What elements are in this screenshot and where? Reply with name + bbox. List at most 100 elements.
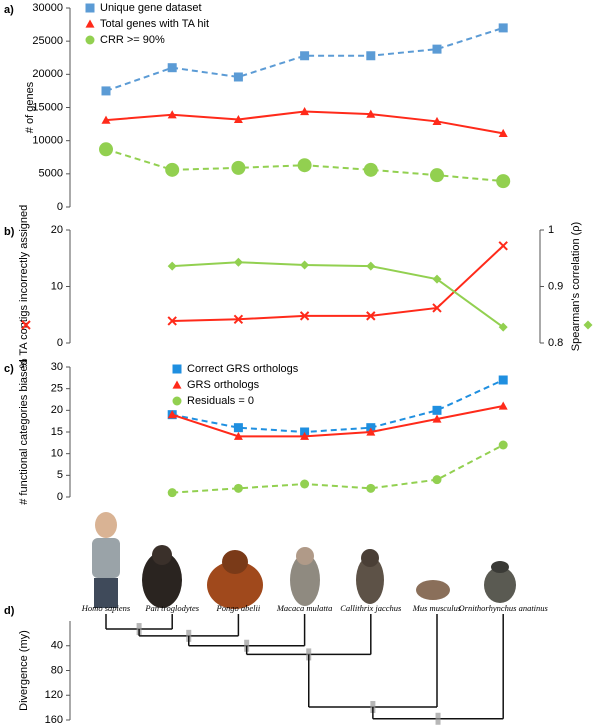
y-tick-label: 15 [51,426,63,438]
y-tick-label: 10 [51,448,63,460]
marker [231,160,246,175]
legend-label: CRR >= 90% [100,34,165,46]
marker [300,51,310,61]
marker [432,405,442,415]
marker [432,116,442,126]
marker [167,63,177,73]
series-line [172,261,504,328]
marker [167,410,177,419]
marker [233,483,243,493]
leaf-label: Homo sapiens [81,603,131,613]
y2-tick-label: 0.9 [548,280,563,292]
leaf-label: Pan troglodytes [144,603,199,613]
marker [583,320,593,330]
series-line [172,379,504,434]
marker [366,427,376,436]
y-tick-label: 5000 [39,168,63,180]
marker [432,44,442,54]
marker [165,162,180,177]
y-axis-label: # of genes [24,81,36,133]
y-axis-label: Divergence (my) [18,630,30,711]
marker [233,431,243,440]
marker [300,106,310,116]
leaf-label: Macaca mulatta [276,603,332,613]
marker [366,109,376,118]
series-line [171,405,504,438]
marker [498,23,508,33]
marker [172,380,182,389]
marker [498,375,508,385]
y-tick-label: 10000 [32,135,63,147]
y-tick-label: 80 [51,664,63,676]
y-tick-label: 160 [45,714,63,726]
series-line [172,444,504,494]
marker [85,3,95,13]
marker [366,483,376,493]
series-line [172,245,504,322]
leaf-label: Mus musculus [412,603,462,613]
marker [363,162,378,177]
y-tick-label: 5 [57,469,63,481]
y-tick-label: 25 [51,383,63,395]
marker [172,396,182,406]
y-axis-label: # functional categories biased [18,359,30,505]
y-tick-label: 10 [51,280,63,292]
marker [172,364,182,374]
panel-label: d) [4,605,15,617]
y-tick-label: 0 [57,491,63,503]
y-tick-label: 15000 [32,101,63,113]
marker [366,261,376,271]
marker [498,241,508,251]
marker [432,414,442,423]
marker [297,158,312,173]
marker [101,115,111,124]
marker [233,314,244,324]
leaf-label: Callithrix jacchus [340,603,402,613]
marker [496,174,511,189]
marker [233,114,243,124]
animal-pictures [92,512,516,609]
panel-label: c) [4,363,14,375]
y-tick-label: 20 [51,404,63,416]
marker [101,86,111,96]
marker [300,260,310,270]
panel-label: a) [4,4,14,16]
leaf-label: Ornithorhynchus anatinus [459,603,549,613]
marker [167,261,177,271]
marker [167,110,177,119]
y-tick-label: 25000 [32,35,63,47]
y-tick-label: 120 [45,689,63,701]
legend-label: Residuals = 0 [187,395,254,407]
marker [366,51,376,61]
marker [430,168,444,183]
marker [233,257,243,267]
marker [498,128,508,137]
panel-label: b) [4,226,15,238]
y2-tick-label: 0.8 [548,337,563,349]
y-tick-label: 0 [57,201,63,213]
y-tick-label: 0 [57,337,63,349]
y-tick-label: 30 [51,361,63,373]
marker [233,423,243,433]
y-tick-label: 30000 [32,2,63,14]
marker [167,316,177,326]
marker [498,440,508,450]
y-axis-label: % TA contigs incorrectly assigned [18,205,30,368]
y2-tick-label: 1 [548,224,554,236]
marker [300,479,310,489]
marker [99,142,113,157]
marker [300,431,310,440]
marker [233,72,243,82]
marker [432,303,442,313]
legend-label: Correct GRS orthologs [187,363,299,375]
y-tick-label: 20 [51,224,63,236]
node-interval [435,712,441,725]
y-tick-label: 40 [51,640,63,652]
marker [366,311,376,321]
legend-label: GRS orthologs [187,379,260,391]
marker [299,311,310,321]
marker [498,401,508,410]
y2-axis-label: Spearman's correlation (ρ) [570,222,582,351]
leaf-label: Pongo abelii [216,603,261,613]
